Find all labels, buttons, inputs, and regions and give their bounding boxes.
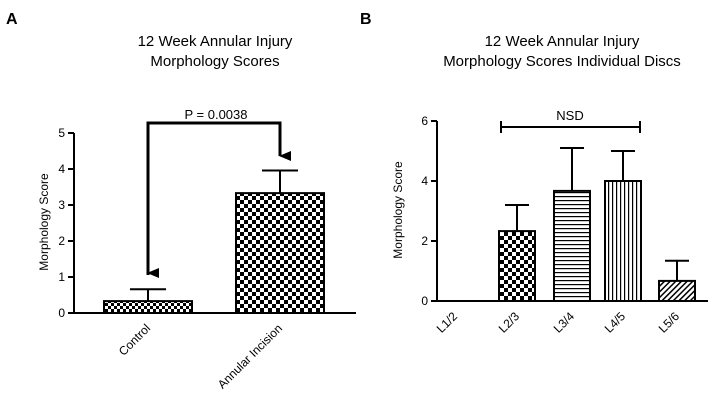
b-x-tick-label: L5/6: [656, 309, 683, 336]
b-y-tick-label: 4: [421, 174, 428, 188]
b-bar-l3-4: [553, 189, 591, 302]
b-x-tick-label: L3/4: [551, 309, 578, 336]
panel-a-significance-annotation: P = 0.0038: [146, 106, 291, 278]
panel-b-y-ticks: 0 2 4 6: [421, 114, 437, 308]
panel-b-title-line-2: Morphology Scores Individual Discs: [443, 53, 681, 70]
panel-a-bracket: [146, 121, 282, 275]
a-y-tick-label: 2: [58, 234, 65, 248]
panel-b-y-axis-label: Morphology Score: [391, 161, 405, 259]
panel-b-bars: [498, 147, 696, 303]
b-bar-l4-5: [604, 180, 642, 302]
a-y-tick-label: 4: [58, 162, 65, 176]
b-bar-l2-3: [498, 230, 536, 303]
panel-a: A 12 Week Annular Injury Morphology Scor…: [6, 11, 356, 392]
a-y-tick-label: 3: [58, 198, 65, 212]
b-y-tick-label: 6: [421, 114, 428, 128]
panel-b-nsd-label: NSD: [556, 108, 583, 123]
panel-b-label: B: [360, 11, 372, 28]
panel-a-y-ticks: 0 1 2 3 4 5: [58, 126, 74, 320]
b-bar-l5-6: [658, 279, 696, 302]
b-x-tick-label: L1/2: [434, 309, 461, 336]
panel-a-title-line-1: 12 Week Annular Injury: [138, 33, 293, 50]
a-y-tick-label: 5: [58, 126, 65, 140]
panel-b-nsd-annotation: NSD: [500, 108, 641, 133]
b-x-tick-label: L2/3: [496, 309, 523, 336]
panel-a-label: A: [6, 11, 18, 28]
a-y-tick-label: 1: [58, 270, 65, 284]
panel-b-x-tick-labels: L1/2 L2/3 L3/4 L4/5 L5/6: [434, 309, 683, 336]
panel-a-p-value: P = 0.0038: [184, 107, 247, 122]
panel-b: B 12 Week Annular Injury Morphology Scor…: [360, 11, 708, 336]
panel-a-title-line-2: Morphology Scores: [150, 53, 279, 70]
panel-a-y-axis-label: Morphology Score: [37, 173, 51, 271]
a-y-tick-label: 0: [58, 306, 65, 320]
b-y-tick-label: 2: [421, 234, 428, 248]
panel-b-axes: [436, 121, 708, 302]
a-x-tick-label: Control: [116, 321, 153, 358]
panel-a-x-tick-labels: Control Annular Incision: [116, 321, 285, 391]
b-x-tick-label: L4/5: [602, 309, 629, 336]
panel-b-title-line-1: 12 Week Annular Injury: [485, 33, 640, 50]
a-x-tick-label: Annular Incision: [215, 321, 285, 391]
b-y-tick-label: 0: [421, 294, 428, 308]
panel-a-bars: [103, 169, 325, 314]
panel-a-axes: [73, 133, 356, 314]
a-bar-control: [103, 300, 193, 314]
a-bar-annular-incision: [235, 192, 325, 314]
